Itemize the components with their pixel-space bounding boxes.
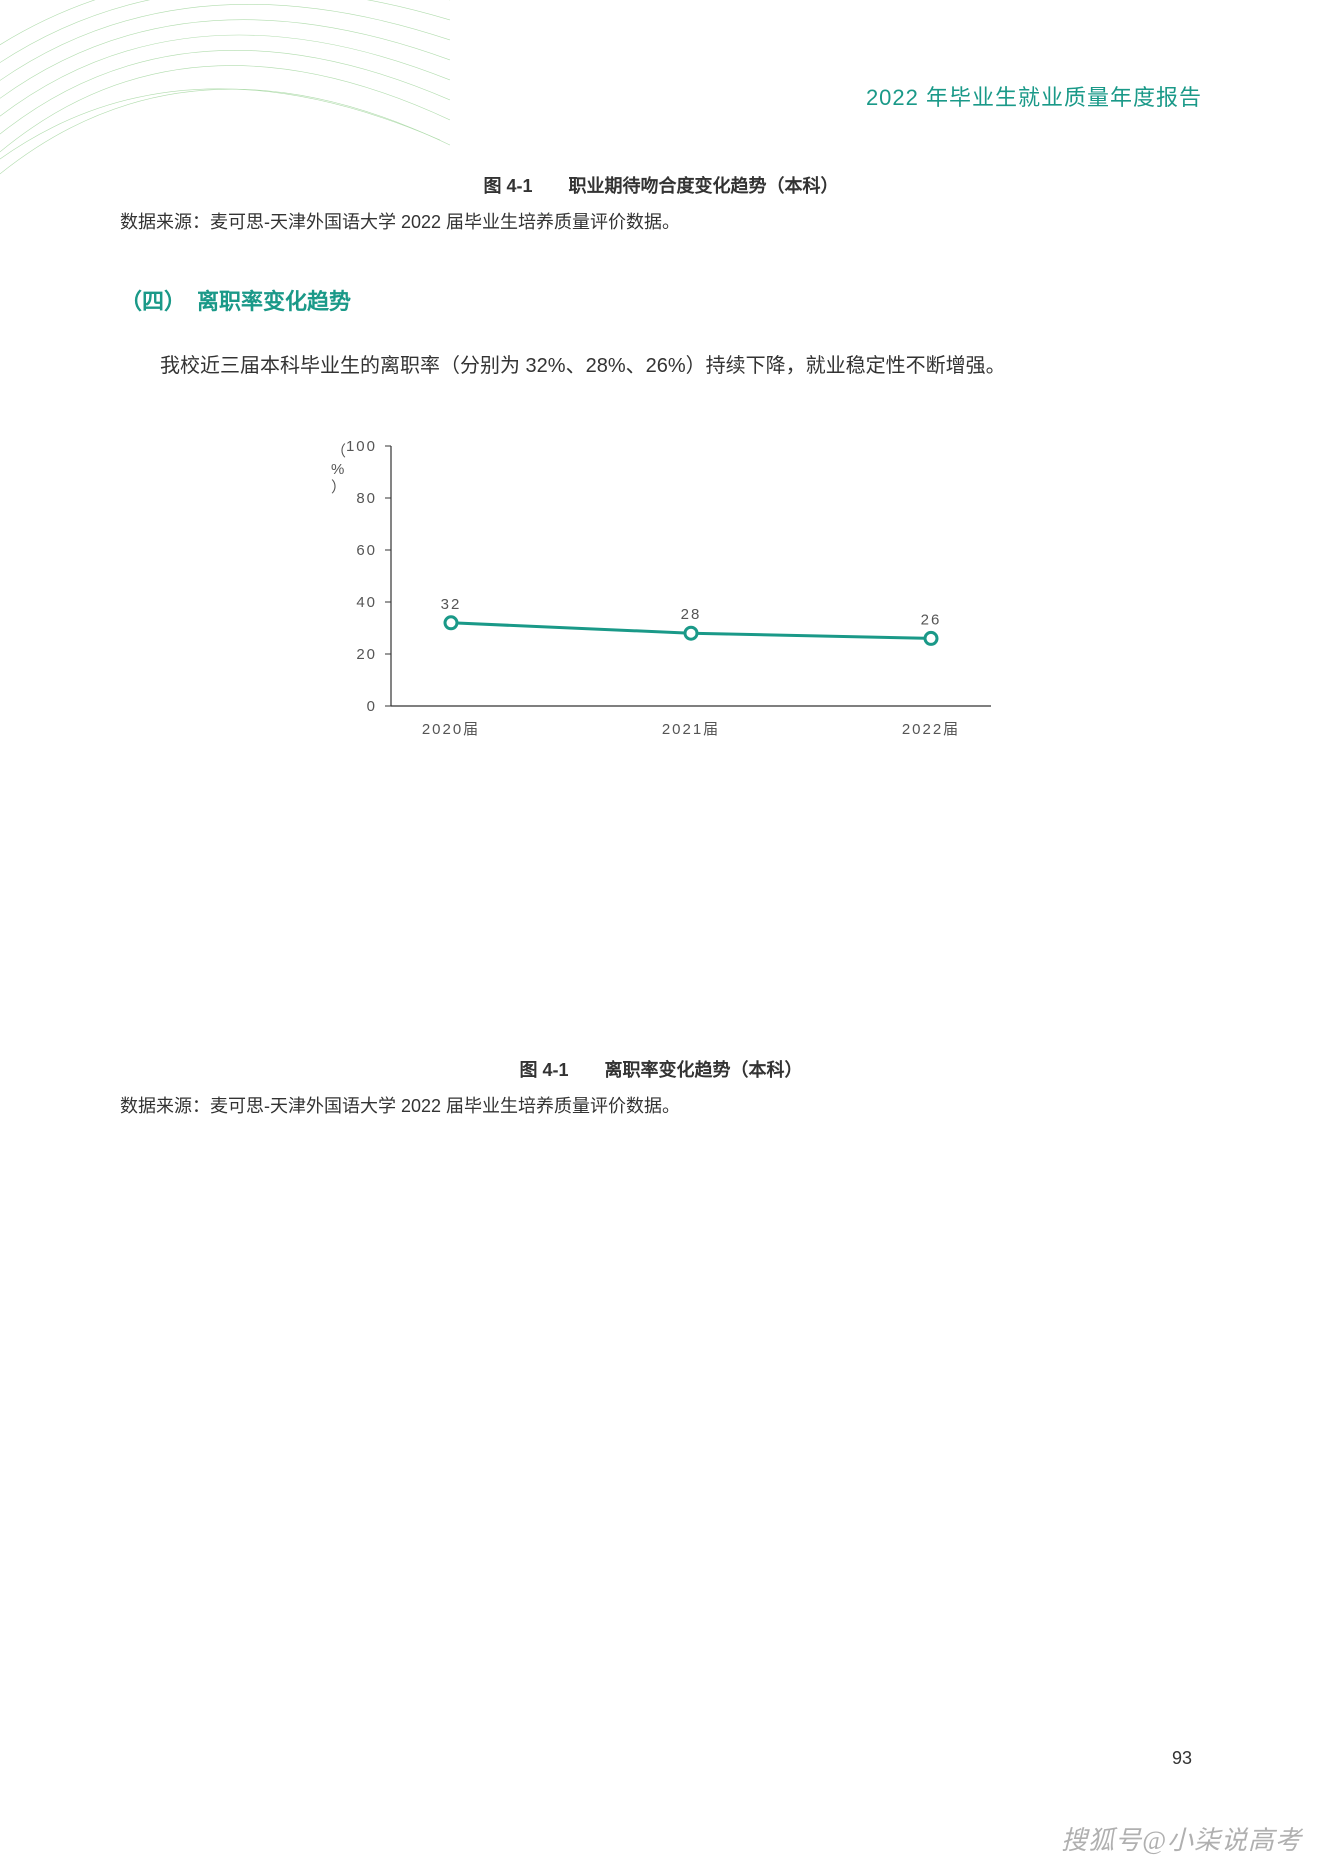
svg-text:%: % — [331, 461, 344, 478]
svg-text:100: 100 — [346, 438, 377, 455]
svg-text:（: （ — [331, 443, 346, 460]
svg-text:28: 28 — [681, 606, 702, 623]
watermark: 搜狐号@小柒说高考 — [1061, 1820, 1302, 1857]
figure-2-source: 数据来源：麦可思-天津外国语大学 2022 届毕业生培养质量评价数据。 — [120, 1092, 1202, 1118]
svg-text:2021届: 2021届 — [662, 721, 720, 738]
svg-text:80: 80 — [356, 490, 377, 507]
figure-2-caption: 图 4-1 离职率变化趋势（本科） — [120, 1056, 1202, 1082]
svg-text:20: 20 — [356, 646, 377, 663]
svg-text:32: 32 — [441, 596, 462, 613]
figure-1-source: 数据来源：麦可思-天津外国语大学 2022 届毕业生培养质量评价数据。 — [120, 208, 1202, 234]
page-number: 93 — [1172, 1748, 1192, 1769]
svg-text:60: 60 — [356, 542, 377, 559]
section-heading: （四） 离职率变化趋势 — [120, 284, 1202, 316]
page: 2022 年毕业生就业质量年度报告 图 4-1 职业期待吻合度变化趋势（本科） … — [0, 0, 1322, 1869]
svg-text:2022届: 2022届 — [902, 721, 960, 738]
svg-text:0: 0 — [367, 698, 377, 715]
figure-1-caption: 图 4-1 职业期待吻合度变化趋势（本科） — [120, 172, 1202, 198]
svg-text:2020届: 2020届 — [422, 721, 480, 738]
body-paragraph: 我校近三届本科毕业生的离职率（分别为 32%、28%、26%）持续下降，就业稳定… — [120, 346, 1202, 386]
svg-text:）: ） — [331, 479, 346, 496]
svg-text:26: 26 — [921, 611, 942, 628]
page-header-title: 2022 年毕业生就业质量年度报告 — [120, 80, 1202, 112]
svg-text:40: 40 — [356, 594, 377, 611]
turnover-chart: 0 20 40 60 80 100（%） 2020届 2021届 2022届 32 28 26 — [281, 416, 1041, 746]
